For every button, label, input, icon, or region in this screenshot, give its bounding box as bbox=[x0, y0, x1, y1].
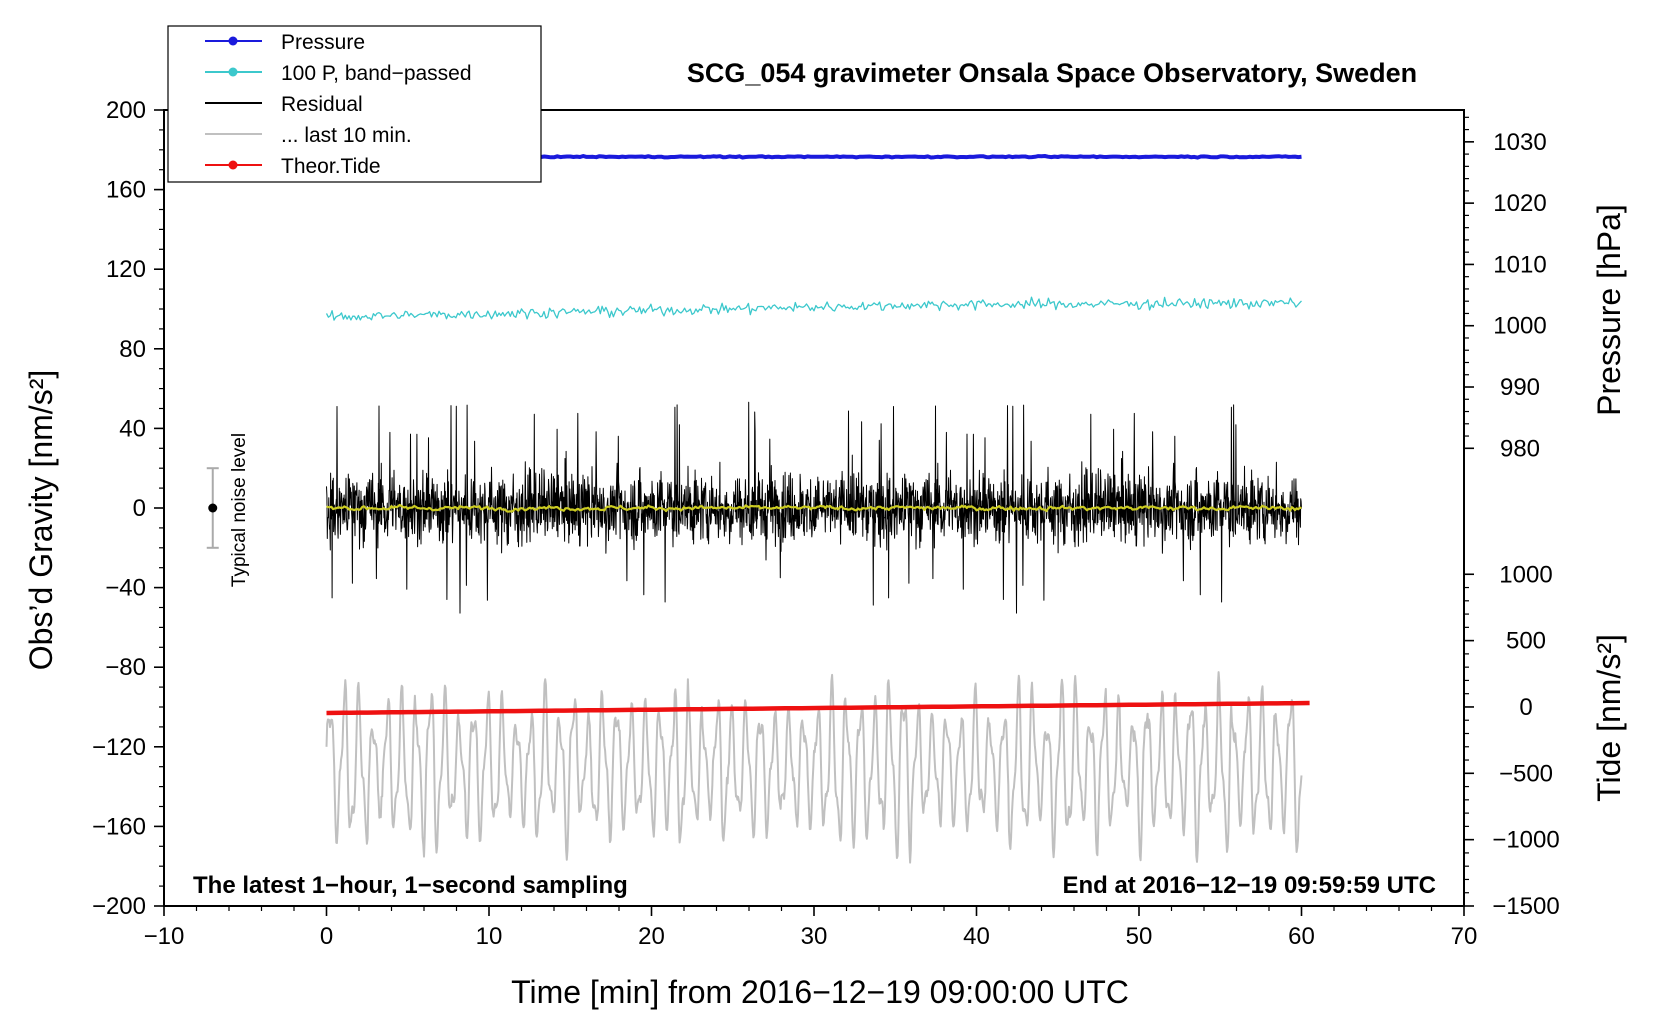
noise-bar bbox=[206, 467, 219, 549]
x-tick-label: 70 bbox=[1451, 923, 1478, 950]
x-tick-label: 30 bbox=[801, 923, 828, 950]
pressure-axis-title: Pressure [hPa] bbox=[1591, 204, 1627, 416]
y-tick-label: −40 bbox=[105, 575, 146, 602]
tide-tick-label: 500 bbox=[1506, 628, 1546, 655]
legend-label: 100 P, band−passed bbox=[281, 62, 472, 85]
y-tick-label: −80 bbox=[105, 654, 146, 681]
legend-marker bbox=[228, 160, 238, 170]
x-tick-label: 60 bbox=[1288, 923, 1315, 950]
legend: Pressure 100 P, band−passed Residual ... la… bbox=[167, 25, 542, 183]
y-axis-title-left-text: Obs’d Gravity [nm/s²] bbox=[23, 370, 59, 671]
last-10-min-series bbox=[325, 671, 1303, 864]
y-tick-label: 40 bbox=[119, 415, 146, 442]
pressure-tick-label: 1010 bbox=[1493, 251, 1546, 278]
x-tick-label: 0 bbox=[320, 923, 333, 950]
note-sampling: The latest 1−hour, 1−second sampling bbox=[193, 872, 628, 899]
x-axis-title: Time [min] from 2016−12−19 09:00:00 UTC bbox=[511, 974, 1129, 1010]
pressure-tick-label: 1020 bbox=[1493, 190, 1546, 217]
legend-marker bbox=[228, 67, 238, 77]
y-tick-label: −120 bbox=[92, 734, 146, 761]
y-tick-label: 200 bbox=[106, 97, 146, 124]
x-tick-label: 40 bbox=[963, 923, 990, 950]
theoretical-tide-series bbox=[326, 700, 1310, 716]
legend-label: Residual bbox=[281, 93, 363, 116]
chart-title: SCG_054 gravimeter Onsala Space Observat… bbox=[687, 58, 1417, 88]
bandpassed-pressure-series bbox=[325, 296, 1302, 321]
tide-tick-label: −1500 bbox=[1492, 893, 1559, 920]
y-axis-title-left: Obs’d Gravity [nm/s²] bbox=[23, 370, 59, 671]
x-tick-label: 50 bbox=[1126, 923, 1153, 950]
residual-smoothed-series bbox=[326, 503, 1302, 513]
tide-tick-label: −1000 bbox=[1492, 827, 1559, 854]
series-layer bbox=[325, 154, 1310, 864]
y-tick-label: 80 bbox=[119, 336, 146, 363]
tide-tick-label: 1000 bbox=[1499, 561, 1552, 588]
noise-bar-center bbox=[208, 503, 218, 513]
pressure-tick-label: 1000 bbox=[1493, 313, 1546, 340]
axis-layer: −10 0 10 20 30 40 50 60 70−200−160−120−80−400408… bbox=[92, 97, 1560, 950]
pressure-tick-label: 990 bbox=[1500, 374, 1540, 401]
x-tick-label: −10 bbox=[144, 923, 185, 950]
legend-label: Theor.Tide bbox=[281, 155, 381, 178]
y-tick-label: 160 bbox=[106, 177, 146, 204]
y-tick-label: −200 bbox=[92, 893, 146, 920]
x-tick-label: 10 bbox=[476, 923, 503, 950]
note-end-time: End at 2016−12−19 09:59:59 UTC bbox=[1062, 872, 1436, 899]
tide-tick-label: −500 bbox=[1499, 760, 1553, 787]
legend-label: ... last 10 min. bbox=[281, 124, 412, 147]
y-tick-label: 120 bbox=[106, 256, 146, 283]
tide-tick-label: 0 bbox=[1519, 694, 1532, 721]
y-tick-label: 0 bbox=[133, 495, 146, 522]
y-tick-label: −160 bbox=[92, 813, 146, 840]
residual-series bbox=[326, 401, 1302, 614]
legend-items: Pressure 100 P, band−passed Residual ... la… bbox=[205, 31, 472, 178]
legend-marker bbox=[228, 36, 238, 46]
legend-label: Pressure bbox=[281, 31, 365, 54]
x-tick-label: 20 bbox=[638, 923, 665, 950]
pressure-tick-label: 980 bbox=[1500, 435, 1540, 462]
tide-axis-title: Tide [nm/s²] bbox=[1591, 634, 1627, 802]
pressure-tick-label: 1030 bbox=[1493, 129, 1546, 156]
noise-bar-label: Typical noise level bbox=[229, 433, 250, 587]
